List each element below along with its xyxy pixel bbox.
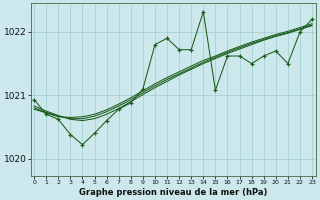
X-axis label: Graphe pression niveau de la mer (hPa): Graphe pression niveau de la mer (hPa) <box>79 188 267 197</box>
